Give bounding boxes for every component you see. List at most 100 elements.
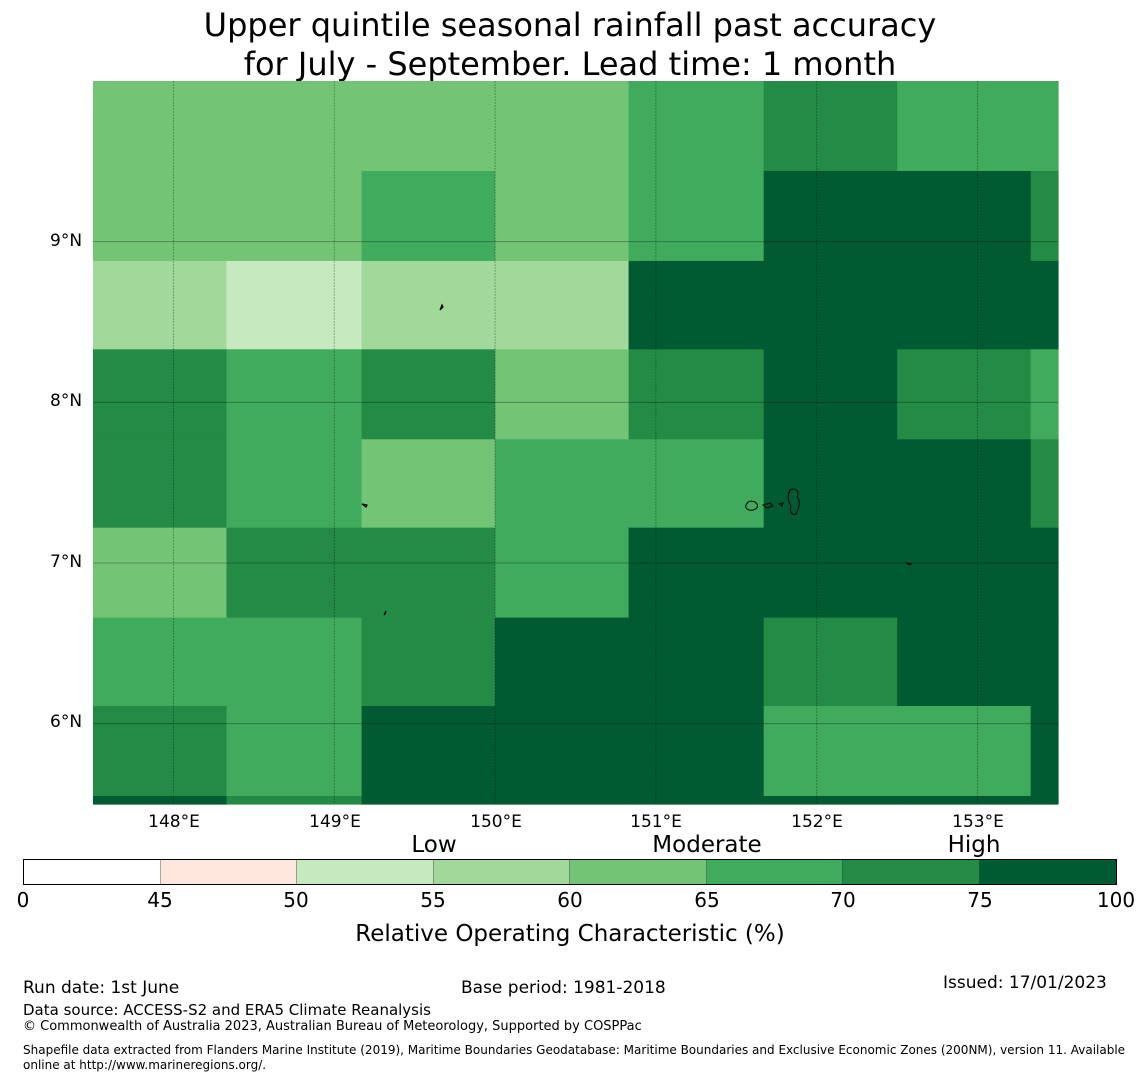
colorbar-tick: 0 bbox=[16, 888, 30, 912]
colorbar-label: Relative Operating Characteristic (%) bbox=[355, 921, 785, 947]
map-cell bbox=[361, 260, 496, 350]
map-title-line-2: for July - September. Lead time: 1 month bbox=[243, 45, 897, 83]
map-cell bbox=[93, 170, 228, 262]
map-cell bbox=[897, 170, 1032, 262]
colorbar-segment bbox=[570, 860, 707, 884]
base-period: Base period: 1981-2018 bbox=[461, 978, 666, 998]
map-cell bbox=[361, 617, 496, 707]
map-cell bbox=[93, 527, 228, 619]
map-cell bbox=[763, 349, 898, 440]
map-cell bbox=[495, 527, 630, 619]
map-cell bbox=[361, 349, 496, 440]
lat-label-6n: 6°N bbox=[50, 712, 83, 732]
map-cell bbox=[628, 705, 765, 797]
map-cell bbox=[763, 527, 898, 619]
colorbar-tick: 100 bbox=[1096, 888, 1136, 912]
lat-label-8n: 8°N bbox=[50, 391, 83, 411]
island-outline bbox=[361, 503, 368, 508]
lon-label-150e: 150°E bbox=[470, 812, 522, 832]
lon-label-149e: 149°E bbox=[309, 812, 361, 832]
lat-label-7n: 7°N bbox=[50, 552, 83, 572]
island-outline bbox=[777, 502, 784, 507]
map-cell bbox=[628, 527, 765, 619]
island-outline bbox=[383, 610, 387, 616]
map-cell bbox=[628, 439, 765, 529]
map-cell bbox=[93, 705, 228, 797]
map-cell bbox=[897, 439, 1032, 529]
map-cell bbox=[495, 260, 630, 350]
map-cell bbox=[897, 260, 1032, 350]
category-label-high: High bbox=[947, 832, 1001, 858]
colorbar-tick: 45 bbox=[147, 888, 173, 912]
map-cell bbox=[1030, 527, 1059, 619]
map-cell bbox=[93, 795, 228, 805]
map-gridlines bbox=[93, 81, 1058, 804]
category-label-low: Low bbox=[411, 832, 457, 858]
run-date: Run date: 1st June bbox=[23, 978, 180, 998]
map-cell bbox=[763, 439, 898, 529]
map-cell bbox=[763, 260, 898, 350]
map-cell bbox=[226, 439, 363, 529]
map-cell bbox=[93, 617, 228, 707]
category-label-moderate: Moderate bbox=[652, 832, 762, 858]
map-cell bbox=[226, 81, 363, 172]
data-source: Data source: ACCESS-S2 and ERA5 Climate … bbox=[23, 1001, 431, 1019]
map-cell bbox=[1030, 795, 1059, 805]
map-cell bbox=[361, 170, 496, 262]
map-cell bbox=[361, 705, 496, 797]
map-cell bbox=[226, 527, 363, 619]
map-cell bbox=[628, 170, 765, 262]
colorbar-segment bbox=[843, 860, 980, 884]
map-cell bbox=[495, 617, 630, 707]
lat-label-9n: 9°N bbox=[50, 231, 83, 251]
copyright: © Commonwealth of Australia 2023, Austra… bbox=[23, 1019, 642, 1034]
map-cell bbox=[628, 260, 765, 350]
colorbar-tick: 65 bbox=[694, 888, 720, 912]
rainfall-accuracy-map bbox=[93, 81, 1059, 805]
map-cell bbox=[763, 81, 898, 172]
map-cell bbox=[628, 617, 765, 707]
issued-date: Issued: 17/01/2023 bbox=[943, 973, 1107, 993]
map-cell bbox=[897, 349, 1032, 440]
map-cell bbox=[226, 617, 363, 707]
map-cell bbox=[897, 81, 1032, 172]
map-cell bbox=[226, 260, 363, 350]
map-cell bbox=[628, 795, 765, 805]
map-cell bbox=[1030, 349, 1059, 440]
lon-label-152e: 152°E bbox=[791, 812, 843, 832]
colorbar-tick: 75 bbox=[967, 888, 993, 912]
map-cell bbox=[897, 795, 1032, 805]
map-cells bbox=[93, 81, 1059, 805]
map-cell bbox=[495, 170, 630, 262]
map-cell bbox=[1030, 617, 1059, 707]
map-cell bbox=[93, 439, 228, 529]
lon-label-153e: 153°E bbox=[952, 812, 1004, 832]
map-cell bbox=[897, 527, 1032, 619]
map-cell bbox=[226, 705, 363, 797]
map-cell bbox=[495, 81, 630, 172]
map-cell bbox=[763, 795, 898, 805]
map-cell bbox=[361, 527, 496, 619]
lon-label-151e: 151°E bbox=[630, 812, 682, 832]
map-cell bbox=[361, 81, 496, 172]
map-cell bbox=[763, 617, 898, 707]
map-cell bbox=[628, 81, 765, 172]
island-outline bbox=[787, 488, 800, 515]
map-cell bbox=[93, 260, 228, 350]
map-cell bbox=[226, 349, 363, 440]
shapefile-credit: Shapefile data extracted from Flanders M… bbox=[23, 1043, 1126, 1072]
island-outline bbox=[761, 502, 774, 509]
colorbar-segment bbox=[297, 860, 434, 884]
colorbar-tick: 60 bbox=[557, 888, 583, 912]
map-cell bbox=[1030, 705, 1059, 797]
map-cell bbox=[361, 439, 496, 529]
map-cell bbox=[495, 795, 630, 805]
map-islands bbox=[361, 303, 913, 616]
colorbar-segment bbox=[979, 860, 1116, 884]
map-cell bbox=[628, 349, 765, 440]
map-cell bbox=[763, 705, 898, 797]
map-cell bbox=[93, 81, 228, 172]
island-outline bbox=[439, 303, 444, 311]
island-outline bbox=[905, 562, 913, 566]
colorbar bbox=[23, 859, 1117, 885]
